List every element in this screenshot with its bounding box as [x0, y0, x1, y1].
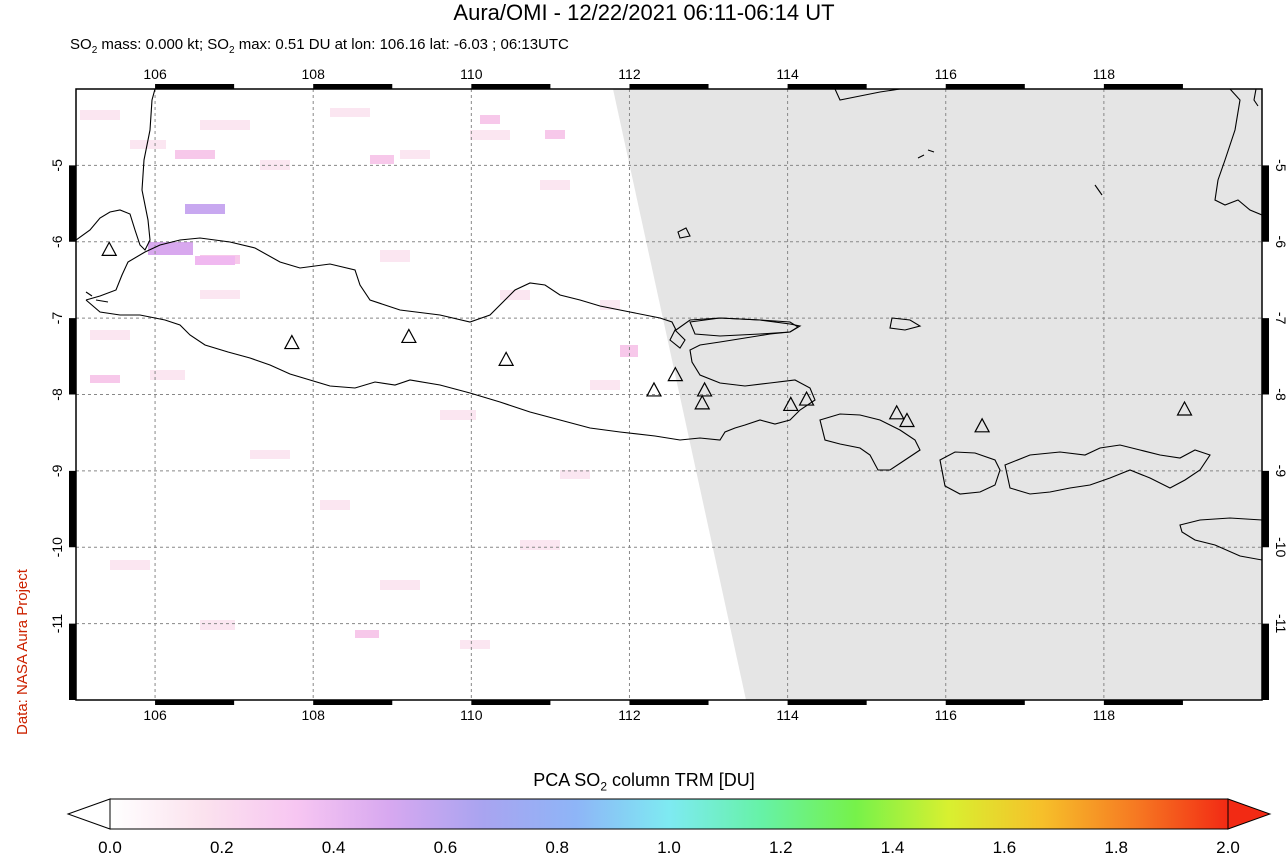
lat-tick-label-right: -7 — [1273, 312, 1288, 325]
frame-bar-top — [787, 84, 867, 89]
frame-bar-right — [1262, 623, 1269, 700]
lat-tick-label-right: -10 — [1273, 537, 1288, 557]
lat-tick-label-left: -6 — [49, 235, 65, 248]
lat-tick-label-right: -11 — [1273, 614, 1288, 633]
lon-tick-label-bottom: 116 — [935, 707, 958, 723]
colorbar-tick-label: 1.2 — [769, 838, 793, 855]
lon-tick-label-top: 118 — [1093, 66, 1116, 82]
frame-bar-right — [1262, 165, 1269, 242]
frame-bar-top — [1103, 84, 1183, 89]
volcano-icon — [101, 241, 118, 256]
frame-bar-bottom — [787, 700, 867, 705]
volcano-icon — [667, 366, 684, 382]
lat-tick-label-left: -5 — [49, 159, 65, 172]
lon-tick-label-top: 112 — [618, 66, 641, 82]
lon-tick-label-bottom: 108 — [302, 707, 326, 723]
colorbar: 0.0 0.2 0.4 0.6 0.8 1.0 1.2 1.4 1.6 1.8 2.0 — [66, 798, 1272, 855]
colorbar-tick-label: 1.0 — [657, 838, 681, 855]
volcano-icon — [798, 390, 815, 406]
frame-bar-bottom — [313, 700, 393, 705]
frame-bar-top — [945, 84, 1025, 89]
volcano-icon — [645, 381, 662, 397]
frame-bar-bottom — [945, 700, 1025, 705]
lat-tick-label-right: -5 — [1273, 159, 1288, 172]
volcano-icon — [782, 396, 799, 412]
lon-tick-label-top: 110 — [460, 66, 483, 82]
volcano-icon — [974, 417, 991, 433]
madura-coast — [689, 317, 800, 337]
frame-bar-top — [155, 84, 235, 89]
colorbar-tick-label: 0.2 — [210, 838, 234, 855]
no-data-region — [613, 89, 1262, 700]
frame-bar-left — [69, 318, 76, 395]
volcano-icon — [696, 381, 713, 397]
colorbar-gradient — [109, 798, 1229, 830]
kalimantan-coast — [834, 89, 901, 101]
volcano-icon — [694, 394, 711, 410]
frame-bar-bottom — [629, 700, 709, 705]
lombok-coast — [939, 451, 1001, 495]
frame-bar-right — [1262, 318, 1269, 395]
lat-tick-label-right: -8 — [1273, 388, 1288, 401]
colorbar-tick-label: 1.8 — [1104, 838, 1128, 855]
lon-tick-label-top: 106 — [143, 66, 167, 82]
bali-coast — [819, 413, 921, 471]
sulawesi-coast — [1214, 89, 1262, 216]
volcano-icon — [400, 328, 417, 344]
frame-bar-bottom — [155, 700, 235, 705]
frame-bar-bottom — [471, 700, 551, 705]
lat-tick-label-right: -9 — [1273, 465, 1288, 478]
volcano-markers — [101, 241, 1193, 433]
frame-tick-bars — [69, 84, 1269, 705]
lon-tick-label-bottom: 114 — [776, 707, 799, 723]
lon-tick-label-top: 116 — [935, 66, 958, 82]
volcano-icon — [283, 334, 300, 350]
lat-tick-label-left: -11 — [49, 614, 65, 633]
lon-tick-label-bottom: 110 — [460, 707, 483, 723]
lon-tick-label-top: 114 — [776, 66, 799, 82]
frame-bar-left — [69, 165, 76, 242]
colorbar-high-arrow — [1227, 798, 1272, 830]
frame-bar-left — [69, 470, 76, 548]
frame-bar-bottom — [1103, 700, 1183, 705]
lat-tick-label-left: -8 — [49, 388, 65, 401]
java-coast — [85, 237, 816, 441]
colorbar-title: PCA SO2 column TRM [DU] — [533, 770, 755, 794]
lon-tick-label-top: 108 — [302, 66, 326, 82]
coastlines — [76, 89, 1262, 561]
lon-tick-label-bottom: 112 — [618, 707, 641, 723]
lat-tick-label-left: -10 — [49, 537, 65, 557]
colorbar-low-arrow — [66, 798, 111, 830]
frame-bar-right — [1262, 470, 1269, 548]
lon-tick-label-bottom: 106 — [143, 707, 167, 723]
colorbar-tick-label: 1.4 — [881, 838, 905, 855]
map-title: Aura/OMI - 12/22/2021 06:11-06:14 UT — [453, 0, 835, 25]
frame-bar-top — [471, 84, 551, 89]
lat-tick-label-left: -7 — [49, 312, 65, 325]
lat-tick-label-right: -6 — [1273, 236, 1288, 249]
volcano-icon — [898, 412, 915, 428]
colorbar-tick-label: 0.4 — [322, 838, 346, 855]
sumatra-coast — [76, 89, 156, 251]
colorbar-tick-label: 1.6 — [993, 838, 1017, 855]
frame-bar-left — [69, 623, 76, 700]
colorbar-tick-label: 0.8 — [545, 838, 569, 855]
colorbar-tick-label: 0.0 — [98, 838, 122, 855]
volcano-icon — [888, 404, 905, 420]
lon-tick-label-bottom: 118 — [1093, 707, 1116, 723]
so2-map: 106 106 108 108 110 110 112 112 114 114 116 116 118 1… — [49, 66, 1288, 723]
colorbar-tick-labels: 0.0 0.2 0.4 0.6 0.8 1.0 1.2 1.4 1.6 1.8 2.0 — [98, 838, 1240, 855]
volcano-icon — [498, 351, 515, 366]
colorbar-tick-label: 0.6 — [434, 838, 458, 855]
frame-bar-top — [629, 84, 709, 89]
volcano-icon — [1176, 400, 1193, 416]
lat-tick-label-left: -9 — [49, 464, 65, 477]
colorbar-tick-label: 2.0 — [1216, 838, 1240, 855]
map-subtitle: SO2 mass: 0.000 kt; SO2 max: 0.51 DU at … — [70, 36, 569, 56]
axis-tick-labels: 106 106 108 108 110 110 112 112 114 114 116 116 118 1… — [49, 66, 1288, 723]
sumba-coast — [1179, 517, 1262, 561]
frame-bar-top — [313, 84, 393, 89]
sumbawa-coast — [1004, 444, 1211, 495]
